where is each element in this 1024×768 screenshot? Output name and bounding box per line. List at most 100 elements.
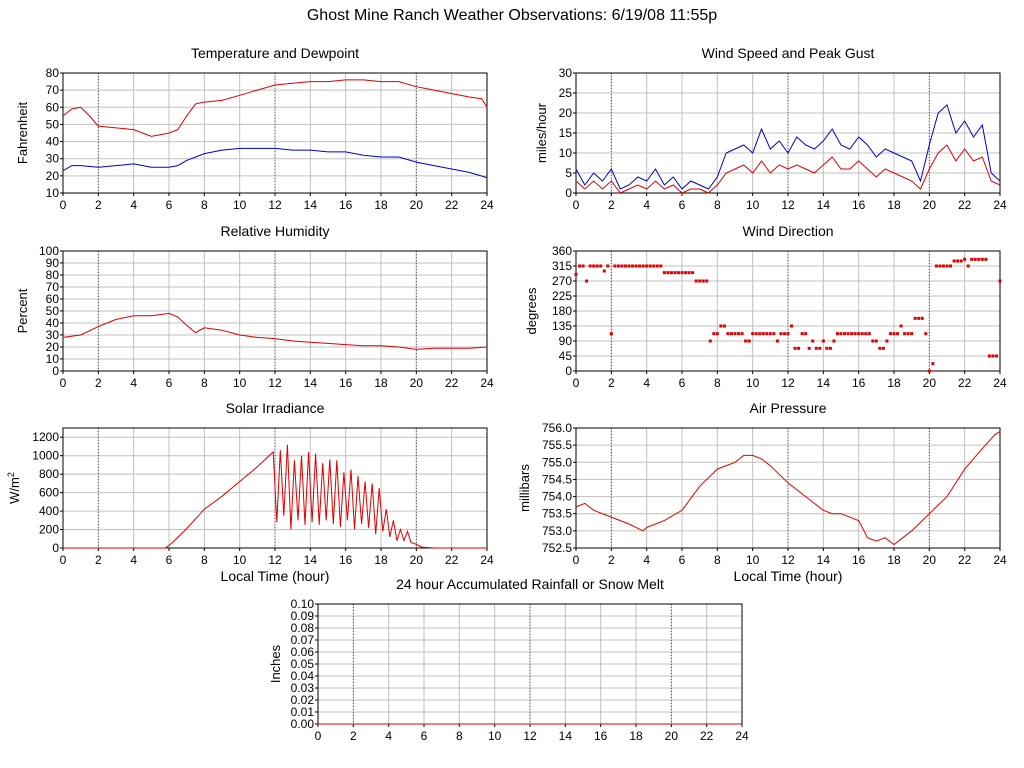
data-point <box>871 339 875 343</box>
data-point <box>938 264 942 268</box>
data-point <box>691 271 695 275</box>
data-point <box>899 324 903 328</box>
x-tick-label: 14 <box>817 553 831 567</box>
y-tick-label: 30 <box>559 66 573 80</box>
x-tick-label: 12 <box>523 729 537 743</box>
x-tick-label: 0 <box>60 553 67 567</box>
data-point <box>959 259 963 263</box>
data-point <box>987 354 991 358</box>
y-tick-label: 70 <box>46 83 60 97</box>
x-tick-label: 20 <box>410 376 424 390</box>
x-tick-label: 22 <box>445 553 459 567</box>
data-point <box>835 332 839 336</box>
data-point <box>673 271 677 275</box>
data-point <box>857 332 861 336</box>
x-tick-label: 22 <box>958 198 972 212</box>
data-point <box>775 339 779 343</box>
data-point <box>952 259 956 263</box>
y-axis-label: Inches <box>268 644 283 683</box>
data-point <box>595 264 599 268</box>
y-tick-label: 70 <box>46 280 60 294</box>
data-point <box>910 332 914 336</box>
data-point <box>881 346 885 350</box>
data-point <box>645 264 649 268</box>
x-tick-label: 8 <box>714 376 721 390</box>
series-line-0 <box>63 444 487 549</box>
x-tick-label: 14 <box>304 198 318 212</box>
data-point <box>896 332 900 336</box>
x-tick-label: 12 <box>268 376 282 390</box>
y-tick-label: 0.02 <box>291 693 315 707</box>
x-tick-label: 14 <box>304 553 318 567</box>
data-point <box>811 339 815 343</box>
x-tick-label: 6 <box>166 553 173 567</box>
data-point <box>977 257 981 261</box>
y-tick-label: 60 <box>46 292 60 306</box>
y-tick-label: 0 <box>565 186 572 200</box>
data-point <box>906 332 910 336</box>
y-tick-label: 600 <box>39 486 59 500</box>
x-tick-label: 2 <box>95 198 102 212</box>
x-tick-label: 16 <box>852 553 866 567</box>
data-point <box>807 346 811 350</box>
y-tick-label: 20 <box>46 340 60 354</box>
data-point <box>592 264 596 268</box>
x-tick-label: 10 <box>233 553 247 567</box>
x-tick-label: 0 <box>573 198 580 212</box>
data-point <box>729 332 733 336</box>
x-tick-label: 8 <box>201 376 208 390</box>
y-tick-label: 1200 <box>32 430 59 444</box>
data-point <box>917 316 921 320</box>
data-point <box>973 257 977 261</box>
data-point <box>941 264 945 268</box>
y-axis-label: millibars <box>517 464 532 512</box>
x-tick-label: 6 <box>679 553 686 567</box>
data-point <box>793 346 797 350</box>
y-tick-label: 60 <box>46 100 60 114</box>
chart-temp: 0 2 4 6 8 10 12 14 16 18 20 22 241020304050607080Tem… <box>15 45 494 212</box>
chart-rain: 0 2 4 6 8 10 12 14 16 18 20 22 240.000.010.020.030.0… <box>268 576 749 743</box>
x-tick-label: 20 <box>665 729 679 743</box>
data-point <box>903 332 907 336</box>
x-tick-label: 12 <box>781 553 795 567</box>
y-tick-label: 10 <box>46 186 60 200</box>
y-tick-label: 753.5 <box>542 507 572 521</box>
data-point <box>832 339 836 343</box>
x-axis-label: Local Time (hour) <box>221 568 330 584</box>
y-tick-label: 40 <box>46 316 60 330</box>
y-tick-label: 0.09 <box>291 609 315 623</box>
data-point <box>581 264 585 268</box>
y-tick-label: 90 <box>559 334 573 348</box>
chart-title: Temperature and Dewpoint <box>191 45 359 61</box>
data-point <box>722 324 726 328</box>
y-tick-label: 90 <box>46 256 60 270</box>
y-tick-label: 752.5 <box>542 541 572 555</box>
x-tick-label: 22 <box>958 553 972 567</box>
x-tick-label: 10 <box>233 376 247 390</box>
y-tick-label: 0.06 <box>291 645 315 659</box>
x-tick-label: 4 <box>643 376 650 390</box>
data-point <box>634 264 638 268</box>
x-tick-label: 20 <box>923 553 937 567</box>
y-tick-label: 40 <box>46 135 60 149</box>
x-tick-label: 16 <box>852 198 866 212</box>
data-point <box>708 339 712 343</box>
y-tick-label: 755.5 <box>542 438 572 452</box>
x-tick-label: 12 <box>268 553 282 567</box>
data-point <box>588 264 592 268</box>
x-tick-label: 18 <box>887 198 901 212</box>
data-point <box>885 339 889 343</box>
data-point <box>744 339 748 343</box>
data-point <box>768 332 772 336</box>
x-tick-label: 24 <box>993 198 1007 212</box>
data-point <box>860 332 864 336</box>
y-tick-label: 80 <box>46 66 60 80</box>
y-tick-label: 753.0 <box>542 524 572 538</box>
x-tick-label: 18 <box>629 729 643 743</box>
x-tick-label: 10 <box>746 553 760 567</box>
data-point <box>733 332 737 336</box>
data-point <box>737 332 741 336</box>
y-tick-label: 225 <box>552 289 572 303</box>
x-tick-label: 22 <box>958 376 972 390</box>
